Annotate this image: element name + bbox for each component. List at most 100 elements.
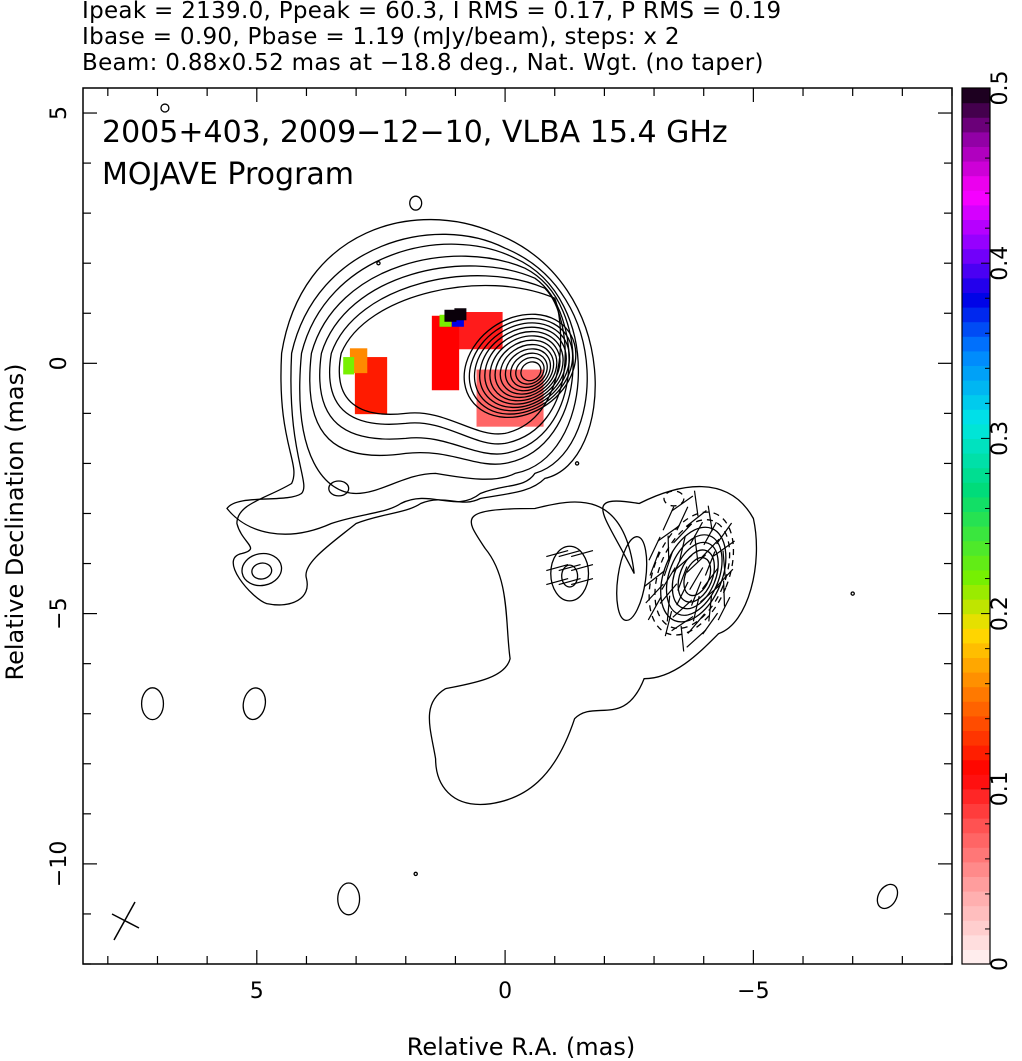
outer-contour xyxy=(232,218,596,606)
noise-contour xyxy=(574,461,580,466)
colorbar-band xyxy=(962,102,990,118)
colorbar-band xyxy=(962,584,990,600)
core-contour xyxy=(504,348,552,392)
jet-contour xyxy=(299,243,580,495)
colorbar-band xyxy=(962,730,990,746)
polarization-jet-edge-green xyxy=(343,357,355,375)
polarization-vector xyxy=(700,538,720,559)
colorbar-tick-label: 0.2 xyxy=(988,596,1013,631)
polarization-vector xyxy=(678,535,686,562)
noise-contour xyxy=(413,871,418,877)
polarization-vector xyxy=(676,506,689,531)
colorbar-band xyxy=(962,949,990,965)
colorbar-band xyxy=(962,423,990,439)
y-tick-label: −10 xyxy=(47,841,72,887)
polarization-vector xyxy=(663,551,674,576)
polarization-vector xyxy=(722,550,726,577)
colorbar-band xyxy=(962,161,990,177)
colorbar-band xyxy=(962,934,990,950)
colorbar-band xyxy=(962,117,990,133)
colorbar-band xyxy=(962,409,990,425)
polarization-vector xyxy=(687,613,706,634)
x-tick-label: 5 xyxy=(250,979,264,1004)
colorbar-band xyxy=(962,234,990,250)
colorbar: 0 0.1 0.2 0.3 0.4 0.5 xyxy=(961,71,1013,971)
colorbar-band xyxy=(962,248,990,264)
hotspot-contour xyxy=(677,549,716,603)
polarization-vector xyxy=(689,521,704,546)
core-contour xyxy=(473,322,571,412)
colorbar-band xyxy=(962,774,990,790)
hotspot-contour xyxy=(654,519,731,630)
polarization-vector xyxy=(677,566,688,591)
colorbar-band xyxy=(962,482,990,498)
polarization-vector xyxy=(645,583,664,604)
polarization-vector xyxy=(644,570,666,587)
polarization-vector xyxy=(717,596,731,621)
header-line-3: Beam: 0.88x0.52 mas at −18.8 deg., Nat. … xyxy=(82,50,764,76)
colorbar-tick-label: 0.5 xyxy=(988,71,1013,106)
polarization-vector xyxy=(714,568,734,589)
isolated-contour xyxy=(337,882,361,916)
polarization-vector xyxy=(701,567,719,590)
core-contour xyxy=(520,361,542,382)
colorbar-band xyxy=(962,599,990,615)
x-tick-label: 0 xyxy=(498,979,512,1004)
colorbar-band xyxy=(962,803,990,819)
polarization-vector xyxy=(673,523,692,544)
polarization-vector xyxy=(671,615,694,632)
colorbar-band xyxy=(962,292,990,308)
jet-contour xyxy=(226,233,588,535)
core-contour xyxy=(463,313,577,419)
polarization-vector xyxy=(716,522,733,545)
polarization-vector xyxy=(692,595,700,622)
colorbar-band xyxy=(962,715,990,731)
colorbar-tick-label: 0.1 xyxy=(988,771,1013,806)
colorbar-tick-label: 0.3 xyxy=(988,421,1013,456)
polarization-vector xyxy=(694,535,699,562)
polarization-high-pixel xyxy=(454,308,467,321)
colorbar-band xyxy=(962,365,990,381)
core-contour xyxy=(509,352,548,389)
polarization-vector xyxy=(657,525,680,542)
outer-blob-contour xyxy=(241,552,283,587)
header-line-1: Ipeak = 2139.0, Ppeak = 60.3, I RMS = 0.… xyxy=(82,0,782,24)
knot-contour xyxy=(328,480,350,497)
isolated-contour xyxy=(160,103,170,113)
core-contour xyxy=(484,330,564,405)
colorbar-band xyxy=(962,336,990,352)
colorbar-band xyxy=(962,891,990,907)
colorbar-band xyxy=(962,818,990,834)
x-tick-label: −5 xyxy=(737,979,769,1004)
polarization-vector xyxy=(570,577,594,586)
colorbar-band xyxy=(962,321,990,337)
core-contour xyxy=(499,343,555,395)
colorbar-band xyxy=(962,745,990,761)
polarization-vector xyxy=(667,535,670,562)
polarization-vector xyxy=(664,610,673,637)
hotspot-contour xyxy=(616,536,648,622)
polarization-vector xyxy=(708,595,713,622)
polarization-vector xyxy=(700,584,721,603)
plot-frame xyxy=(82,87,953,965)
colorbar-band xyxy=(962,263,990,279)
polarization-vector xyxy=(676,581,689,606)
colorbar-band xyxy=(962,759,990,775)
polarization-vector xyxy=(672,554,693,573)
colorbar-frame xyxy=(961,87,991,965)
hotspot-contour xyxy=(671,541,719,610)
hotspot-contour xyxy=(648,511,735,636)
polarization-vector xyxy=(546,563,569,572)
polarization-core-edge xyxy=(431,315,460,391)
isolated-contour xyxy=(409,195,423,211)
polarization-vector xyxy=(649,551,660,576)
colorbar-band xyxy=(962,131,990,147)
colorbar-band xyxy=(962,219,990,235)
colorbar-band xyxy=(962,613,990,629)
polarization-vector xyxy=(570,563,594,572)
colorbar-band xyxy=(962,496,990,512)
noise-contour xyxy=(376,260,381,266)
chart-title: 2005+403, 2009−12−10, VLBA 15.4 GHz xyxy=(102,115,728,150)
y-tick-label: 0 xyxy=(47,356,72,370)
